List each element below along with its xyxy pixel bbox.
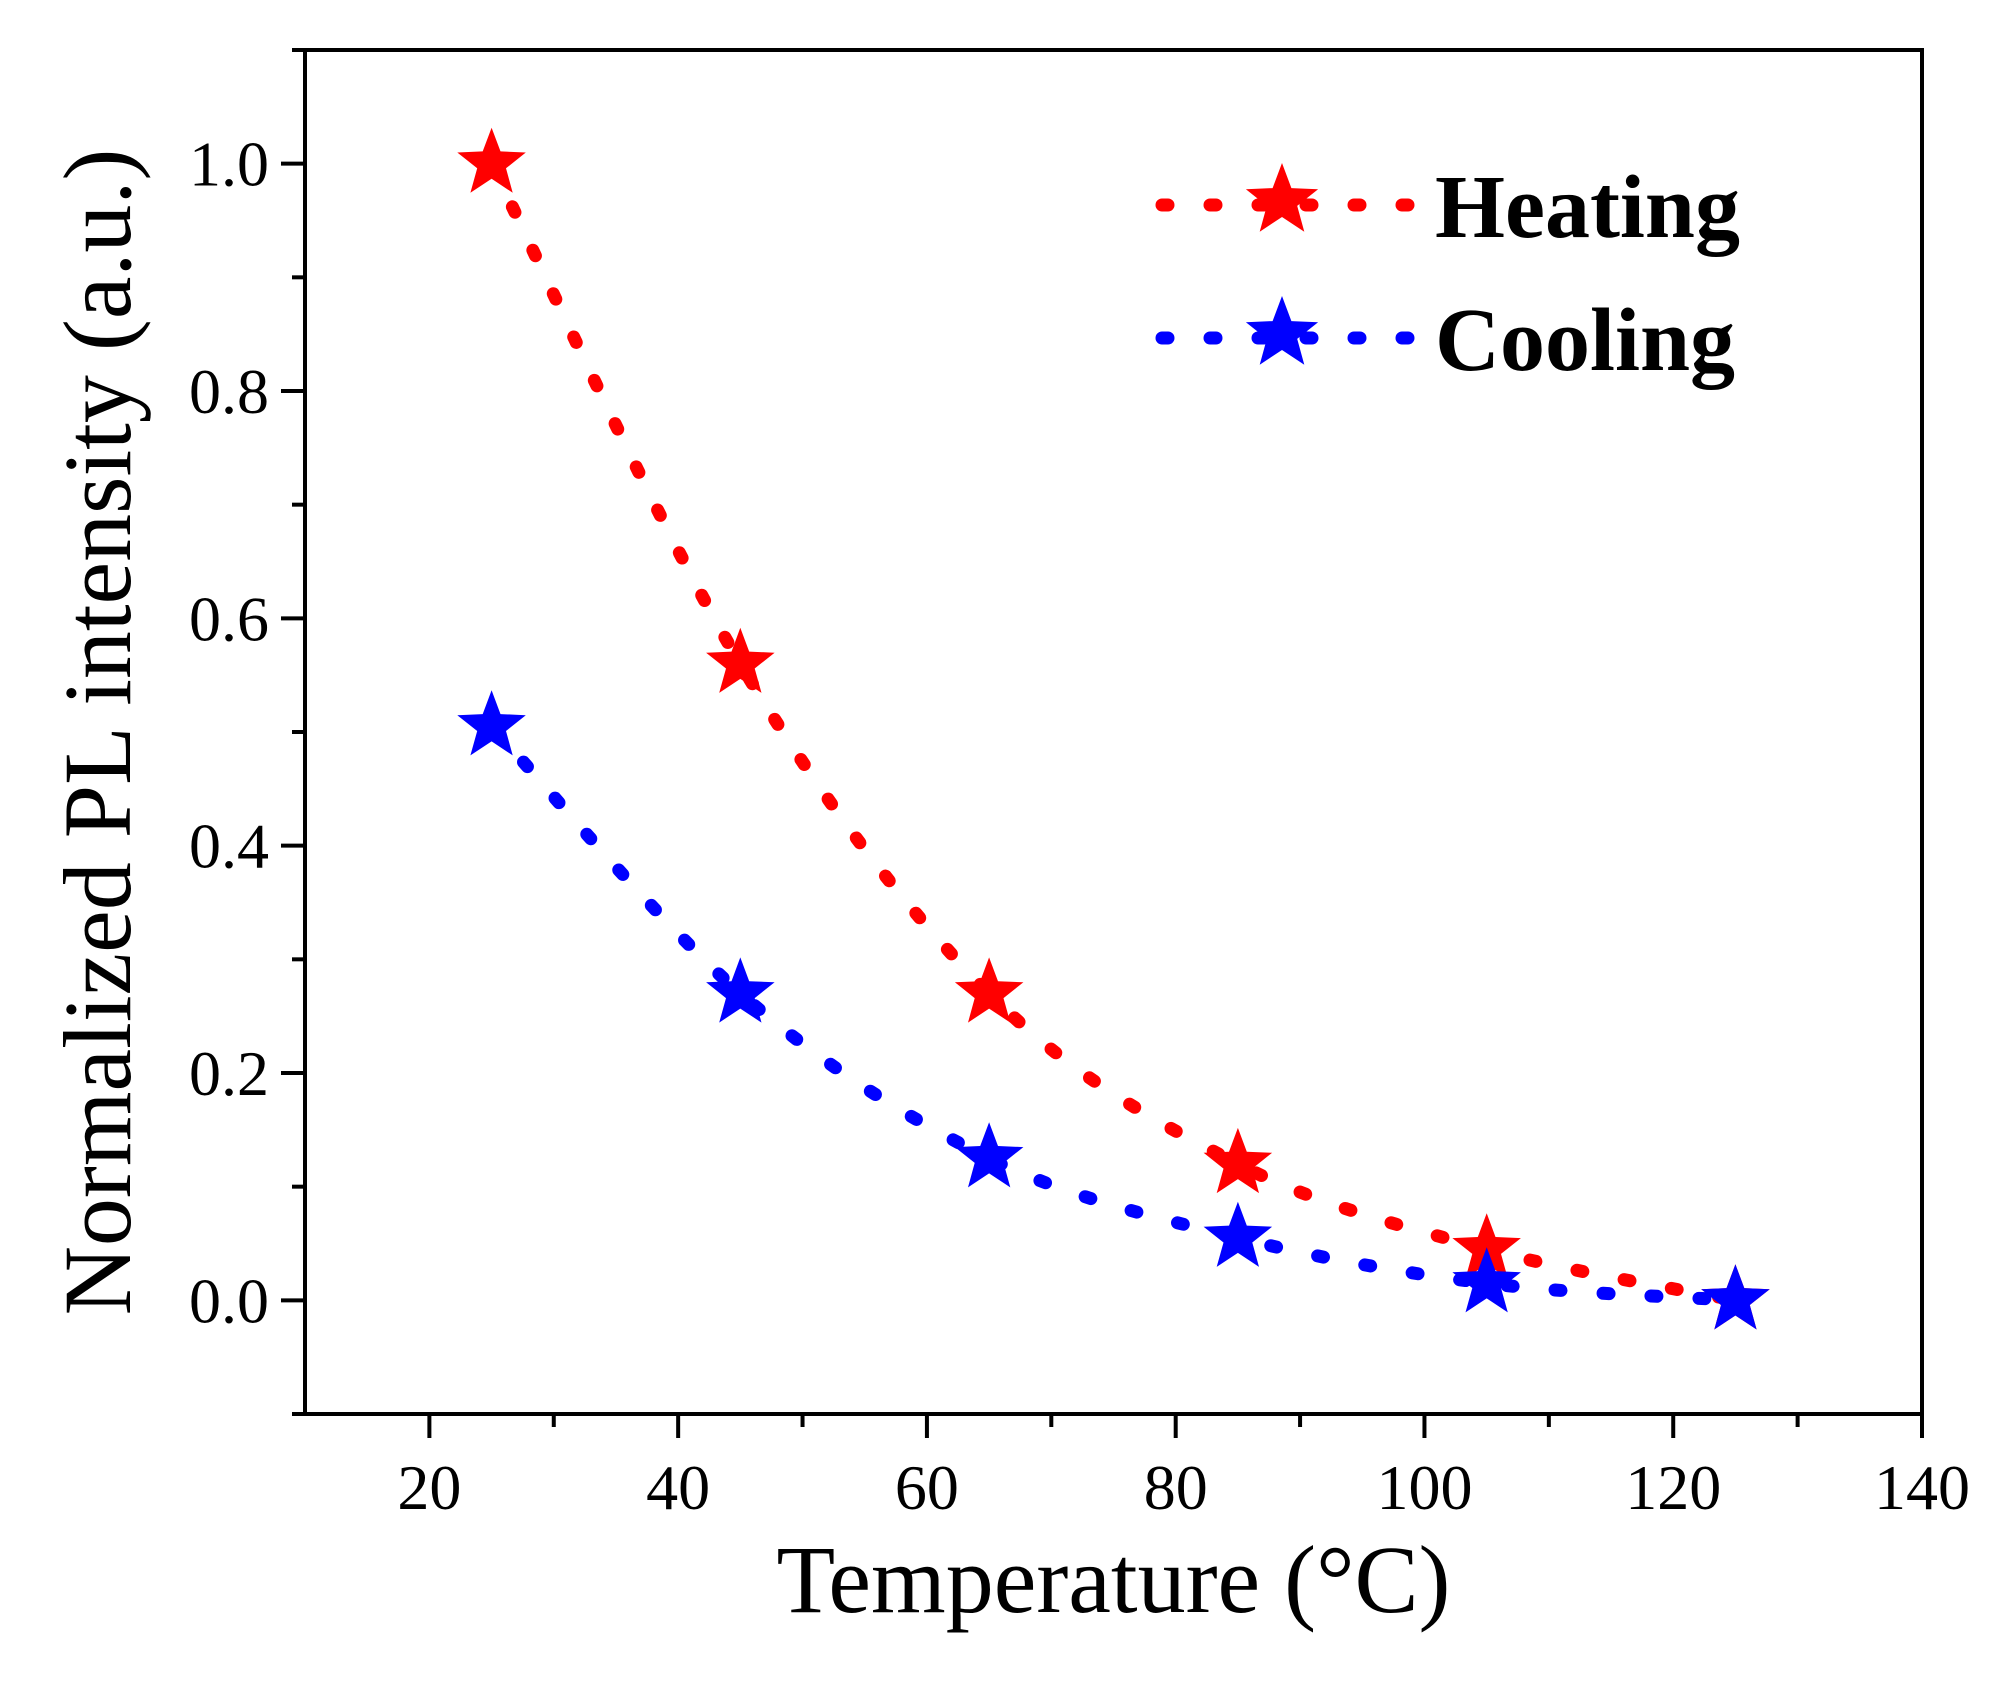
cooling-point <box>457 690 526 756</box>
cooling-point <box>1203 1201 1273 1267</box>
y-tick-label: 0.4 <box>189 811 269 882</box>
legend: Heating Cooling <box>1155 158 1740 390</box>
heating-point <box>1452 1213 1521 1279</box>
x-tick-label: 100 <box>1376 1452 1472 1523</box>
heating-point <box>457 127 526 193</box>
x-axis-title: Temperature (°C) <box>776 1526 1450 1633</box>
x-tick-label: 140 <box>1874 1452 1970 1523</box>
y-tick-label: 0.2 <box>189 1038 269 1109</box>
axes: 20 40 60 80 100 120 140 0.0 0.2 0.4 0.6 0.8 1.0 Tempe… <box>44 48 1970 1633</box>
cooling-point <box>954 1122 1024 1188</box>
x-tick-label: 40 <box>646 1452 710 1523</box>
y-tick-label: 1.0 <box>189 129 269 200</box>
heating-point <box>954 957 1024 1023</box>
x-tick-label: 20 <box>397 1452 461 1523</box>
heating-point <box>706 627 775 693</box>
x-tick-label: 120 <box>1625 1452 1721 1523</box>
cooling-point <box>1452 1247 1521 1313</box>
y-axis-title: Normalized PL intensity (a.u.) <box>44 149 151 1316</box>
x-tick-label: 60 <box>895 1452 959 1523</box>
heating-point <box>1203 1127 1273 1194</box>
x-tick-label: 80 <box>1144 1452 1208 1523</box>
y-tick-label: 0.0 <box>189 1265 269 1336</box>
legend-heating-label: Heating <box>1435 158 1740 257</box>
legend-cooling-marker <box>1245 296 1319 365</box>
legend-heating-marker <box>1245 163 1319 232</box>
cooling-point <box>706 957 775 1023</box>
cooling-line <box>485 719 1742 1307</box>
cooling-point <box>1701 1264 1770 1330</box>
y-tick-label: 0.8 <box>189 356 269 427</box>
legend-cooling-label: Cooling <box>1435 291 1735 390</box>
y-tick-label: 0.6 <box>189 583 269 654</box>
plot-series <box>457 127 1770 1330</box>
